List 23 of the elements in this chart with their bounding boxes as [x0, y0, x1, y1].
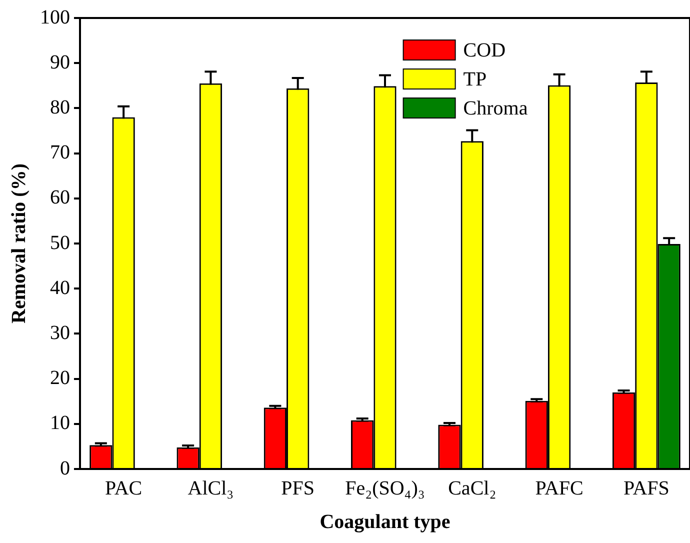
y-tick-label: 10	[50, 412, 70, 434]
legend-label: TP	[463, 68, 487, 90]
x-tick-label: PAFS	[623, 477, 670, 500]
x-tick-label: PFS	[281, 477, 315, 500]
y-tick-label: 30	[50, 322, 70, 344]
y-tick-label: 0	[60, 457, 70, 480]
legend-label: Chroma	[463, 97, 528, 120]
x-tick-label: CaCl₂	[448, 477, 496, 500]
y-tick-label: 20	[50, 367, 70, 390]
y-tick-label: 100	[40, 6, 70, 28]
x-tick-label: PAFC	[535, 477, 584, 500]
y-tick-label: 40	[50, 276, 70, 299]
y-tick-label: 70	[50, 142, 70, 164]
x-tick-label: AlCl₃	[188, 477, 234, 500]
y-tick-label: 80	[50, 96, 70, 118]
y-tick-label: 60	[50, 186, 70, 209]
y-tick-label: 50	[50, 232, 70, 254]
x-axis-title: Coagulant type	[320, 511, 450, 534]
legend-label: COD	[463, 39, 506, 62]
y-axis-title: Removal ratio (%)	[8, 164, 30, 324]
x-tick-label: PAC	[105, 477, 142, 500]
x-tick-label: Fe₂(SO₄)₃	[345, 477, 425, 500]
y-tick-label: 90	[50, 51, 70, 74]
